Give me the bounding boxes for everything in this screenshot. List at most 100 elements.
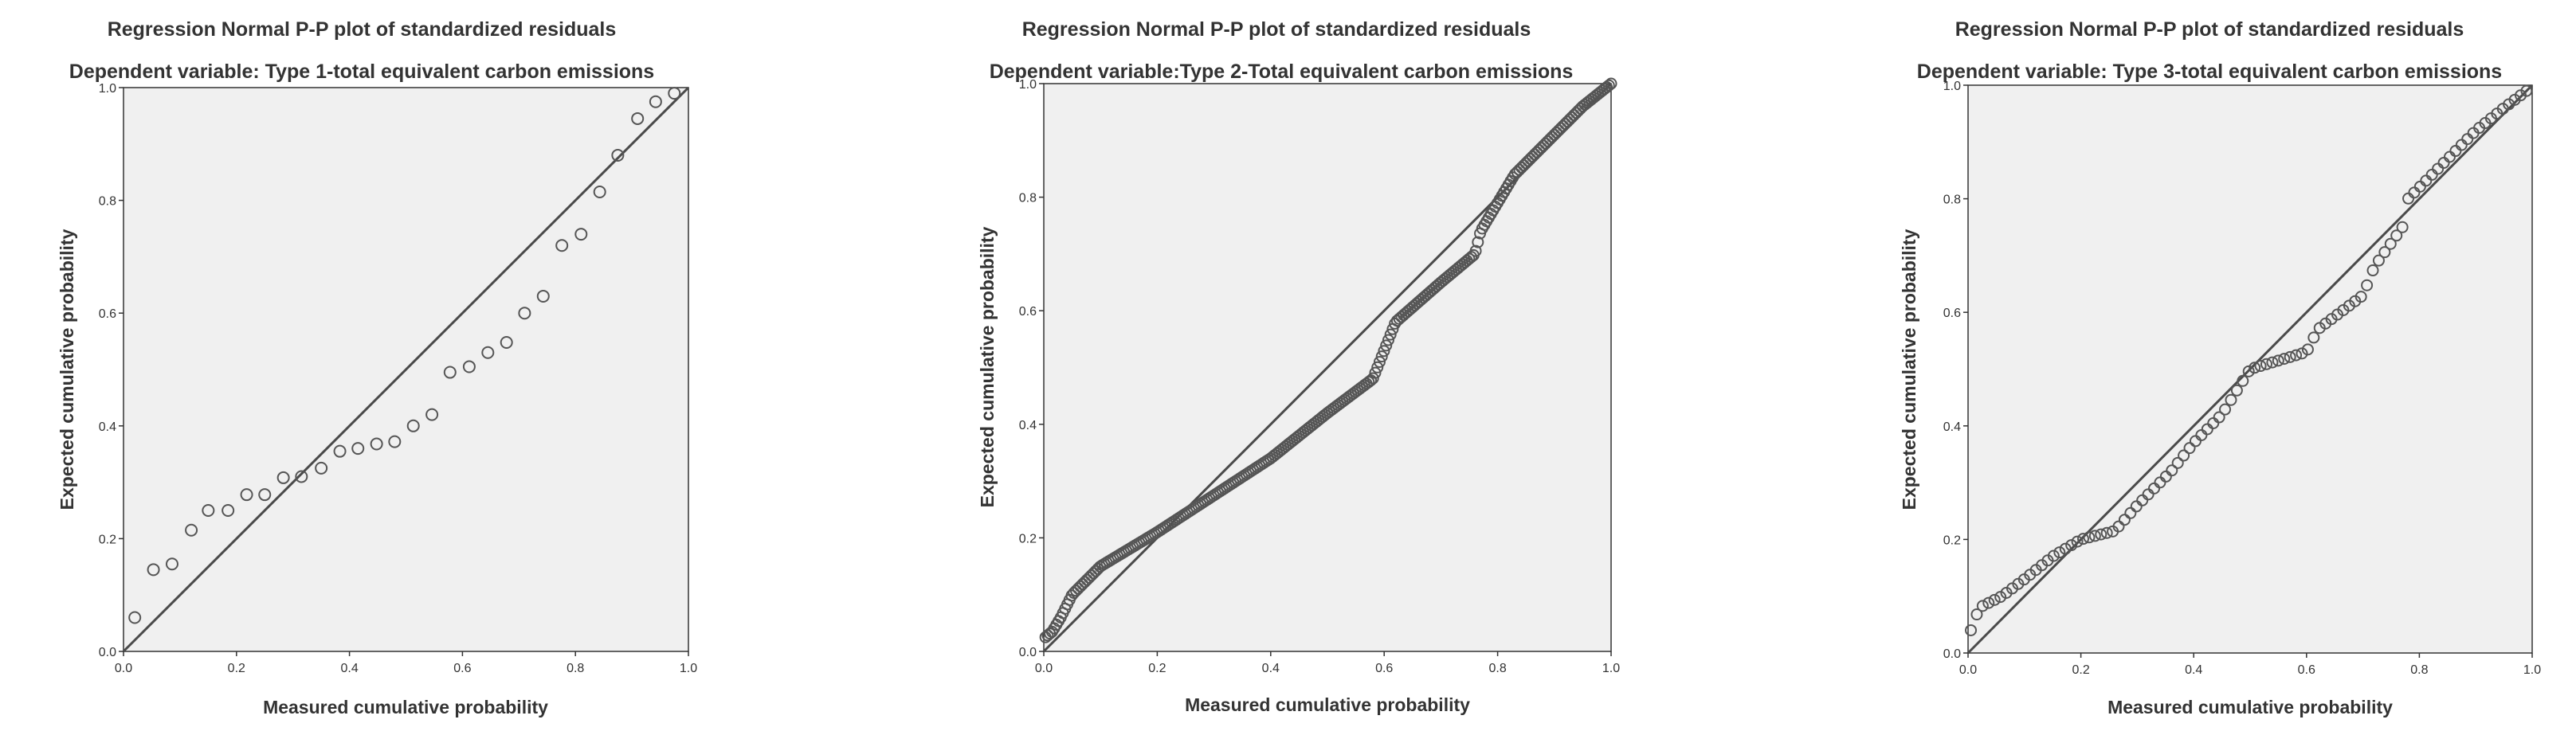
y-tick-label: 1.0 xyxy=(1943,80,1961,93)
data-point xyxy=(1602,79,1615,92)
data-point xyxy=(2272,354,2284,367)
data-point xyxy=(481,346,495,359)
data-point xyxy=(2124,506,2137,519)
x-tick-label: 0.0 xyxy=(1959,663,1977,677)
data-point xyxy=(351,442,365,456)
data-point xyxy=(2219,403,2232,416)
x-tick-label: 1.0 xyxy=(2523,663,2541,677)
data-point xyxy=(388,435,402,448)
x-tick-label: 0.4 xyxy=(2185,663,2202,677)
data-points xyxy=(128,87,681,624)
data-point xyxy=(2372,254,2385,267)
data-point xyxy=(1988,593,2001,606)
data-point xyxy=(2183,442,2196,455)
data-point xyxy=(2284,350,2296,363)
data-point xyxy=(370,437,383,451)
data-point xyxy=(1373,355,1386,368)
data-point xyxy=(1380,339,1393,352)
data-point xyxy=(2354,291,2367,303)
data-point xyxy=(147,563,160,577)
y-tick-label: 0.8 xyxy=(99,195,116,209)
data-points xyxy=(1965,84,2533,636)
data-point xyxy=(2213,411,2225,424)
data-point xyxy=(1982,596,1995,609)
x-tick-label: 1.0 xyxy=(680,662,697,675)
data-point xyxy=(2112,520,2125,533)
x-axis-title: Measured cumulative probability xyxy=(1185,694,1470,715)
data-point xyxy=(1469,244,1482,257)
data-point xyxy=(2065,539,2078,552)
data-point xyxy=(500,336,513,350)
y-axis-title: Expected cumulative probability xyxy=(1899,229,1919,510)
y-tick-label: 0.4 xyxy=(99,420,116,434)
data-point xyxy=(536,289,550,303)
data-point xyxy=(2301,343,2314,356)
data-point xyxy=(276,471,290,484)
data-point xyxy=(593,185,606,198)
data-point xyxy=(2088,530,2101,542)
data-point xyxy=(2249,362,2261,374)
data-point xyxy=(2278,353,2291,366)
x-tick-label: 0.0 xyxy=(1035,662,1053,675)
x-tick-label: 0.8 xyxy=(1488,662,1506,675)
data-point xyxy=(2076,533,2089,545)
data-point xyxy=(315,461,328,475)
y-tick-label: 0.2 xyxy=(1019,532,1037,545)
y-tick-label: 0.4 xyxy=(1943,420,1961,434)
data-point xyxy=(128,611,142,624)
x-tick-label: 0.2 xyxy=(1148,662,1166,675)
data-point xyxy=(295,470,308,483)
data-point xyxy=(2171,456,2184,469)
y-tick-label: 0.6 xyxy=(1019,305,1037,319)
x-tick-label: 0.2 xyxy=(2072,663,2089,677)
data-point xyxy=(2520,84,2533,97)
data-points xyxy=(1039,77,1617,643)
data-point xyxy=(2059,542,2072,555)
data-point xyxy=(2071,535,2084,548)
data-point xyxy=(443,366,457,379)
data-point xyxy=(2242,365,2255,377)
data-point xyxy=(2296,347,2308,360)
y-tick-label: 0.0 xyxy=(1019,646,1037,659)
data-point xyxy=(2118,514,2131,526)
data-point xyxy=(2361,279,2374,291)
x-axis-ticks: 0.0 0.2 0.4 0.6 0.8 1.0 xyxy=(1959,653,2541,677)
x-axis-title: Measured cumulative probability xyxy=(263,697,548,717)
chart-panel-type3: Regression Normal P-P plot of standardiz… xyxy=(1899,18,2541,717)
data-point xyxy=(555,239,569,252)
data-point xyxy=(1382,334,1394,346)
data-point xyxy=(2166,464,2178,477)
y-tick-label: 0.8 xyxy=(1943,194,1961,207)
x-tick-label: 0.4 xyxy=(340,662,358,675)
y-axis-ticks: 0.0 0.2 0.4 0.6 0.8 1.0 xyxy=(99,82,124,659)
x-tick-label: 0.6 xyxy=(453,662,471,675)
chart-title: Regression Normal P-P plot of standardiz… xyxy=(108,18,617,41)
data-point xyxy=(2225,393,2237,406)
data-point xyxy=(2047,549,2060,562)
data-point xyxy=(2053,546,2066,559)
data-point xyxy=(165,557,178,571)
data-point xyxy=(2260,358,2272,370)
y-axis-ticks: 0.0 0.2 0.4 0.6 0.8 1.0 xyxy=(1943,80,1968,661)
data-point xyxy=(2159,470,2172,483)
data-point xyxy=(518,307,531,320)
y-axis-title: Expected cumulative probability xyxy=(57,229,77,510)
data-point xyxy=(2230,384,2243,397)
data-point xyxy=(1994,591,2007,604)
x-tick-label: 0.2 xyxy=(228,662,245,675)
data-point xyxy=(2254,360,2267,373)
data-point xyxy=(2130,500,2143,513)
data-point xyxy=(1472,236,1484,248)
chart-panel-type2: Regression Normal P-P plot of standardiz… xyxy=(977,18,1620,715)
data-point xyxy=(2290,349,2303,362)
data-point xyxy=(1375,350,1388,363)
chart-title: Regression Normal P-P plot of standardiz… xyxy=(1022,18,1531,41)
y-axis-ticks: 0.0 0.2 0.4 0.6 0.8 1.0 xyxy=(1019,78,1044,659)
y-tick-label: 1.0 xyxy=(1019,78,1037,92)
x-tick-label: 0.8 xyxy=(2410,663,2428,677)
data-point xyxy=(649,95,662,108)
data-point xyxy=(1378,345,1390,358)
data-point xyxy=(1366,372,1379,385)
data-point xyxy=(2396,221,2409,233)
